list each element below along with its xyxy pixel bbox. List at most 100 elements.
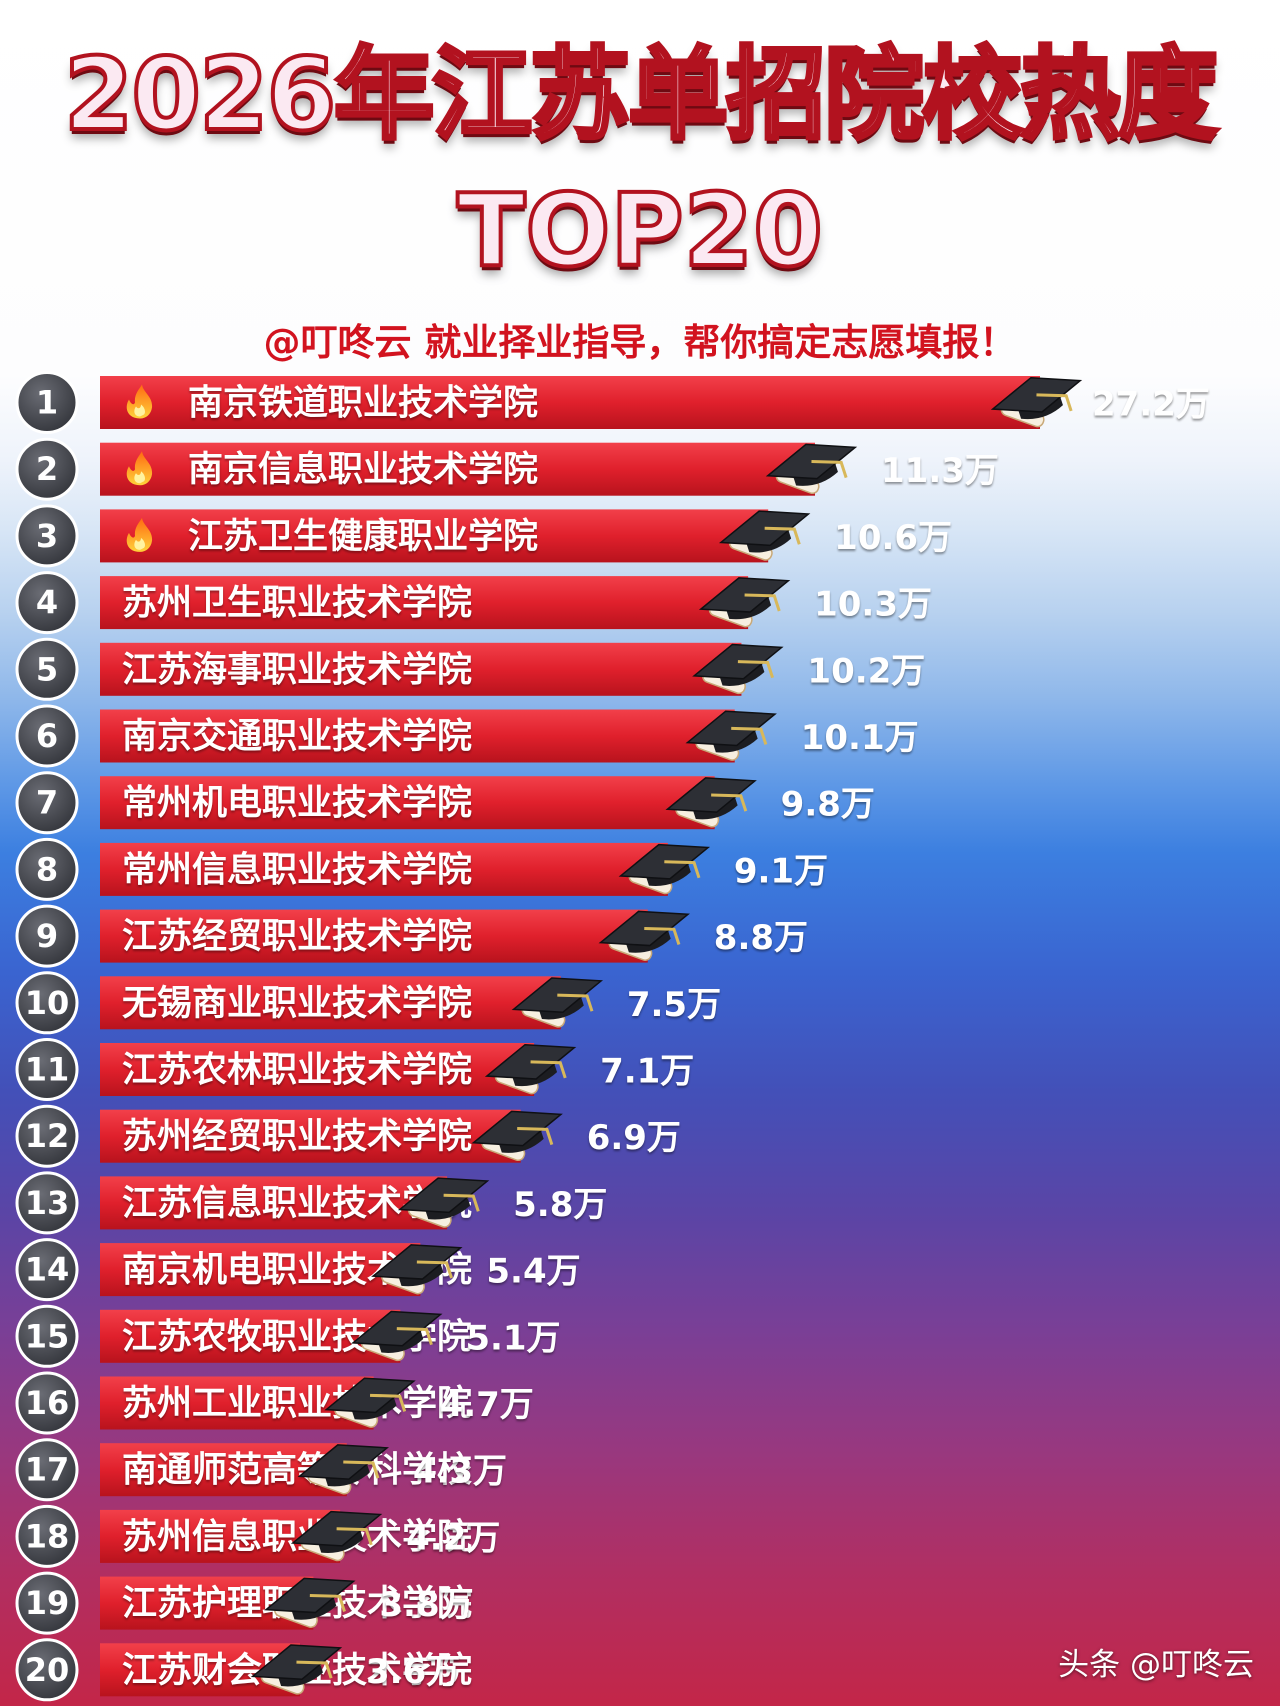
graduation-cap-icon <box>718 510 811 561</box>
graduation-cap-icon <box>698 577 791 628</box>
value-label: 4.2万 <box>406 1518 500 1558</box>
value-label: 6.9万 <box>587 1118 681 1158</box>
rank-number: 2 <box>36 450 58 488</box>
rank-badge: 16 <box>15 1371 79 1435</box>
value-label: 4.7万 <box>440 1385 534 1425</box>
rank-badge: 1 <box>15 371 79 434</box>
tagline: @叮咚云 就业择业指导，帮你搞定志愿填报！ <box>263 321 1017 364</box>
bar <box>100 1043 535 1096</box>
bar-label: 江苏海事职业技术学院 <box>122 649 472 690</box>
graduation-cap-icon <box>618 843 711 895</box>
chart-title: 2026年江苏单招院校热度 <box>62 36 1220 153</box>
rank-number: 9 <box>36 917 58 955</box>
bar-label: 苏州经贸职业技术学院 <box>122 1116 472 1157</box>
rank-badge: 18 <box>15 1504 79 1568</box>
bar <box>100 909 648 963</box>
rank-number: 16 <box>25 1384 70 1422</box>
chart-subtitle: TOP20 <box>455 172 825 289</box>
bar-label: 苏州卫生职业技术学院 <box>122 583 472 624</box>
rank-number: 18 <box>25 1517 70 1555</box>
graduation-cap-icon <box>692 643 784 695</box>
bar-label: 无锡商业职业技术学院 <box>122 983 472 1024</box>
bar <box>100 376 1040 429</box>
value-label: 10.2万 <box>807 651 925 691</box>
graduation-cap-icon <box>324 1377 416 1428</box>
graduation-cap-icon <box>598 910 690 961</box>
rank-number: 12 <box>25 1117 70 1155</box>
rank-number: 15 <box>25 1317 70 1355</box>
value-label: 8.8万 <box>714 918 808 958</box>
rank-badge: 9 <box>15 904 79 968</box>
value-label: 9.8万 <box>781 785 875 825</box>
bar <box>100 776 715 830</box>
value-label: 7.1万 <box>600 1052 694 1092</box>
rank-number: 11 <box>25 1051 70 1089</box>
rank-number: 19 <box>25 1584 70 1622</box>
rank-badge: 7 <box>15 771 79 835</box>
graduation-cap-icon <box>297 1444 389 1495</box>
rank-badge: 6 <box>15 704 79 768</box>
rank-badge: 11 <box>15 1038 79 1101</box>
rank-badge: 4 <box>15 571 79 635</box>
bar-label: 南京铁道职业技术学院 <box>188 383 538 424</box>
graduation-cap-icon <box>250 1644 343 1695</box>
bar <box>100 709 735 763</box>
value-label: 10.1万 <box>801 718 919 758</box>
rank-number: 1 <box>36 384 58 422</box>
rank-badge: 10 <box>15 971 79 1035</box>
rank-number: 6 <box>36 717 58 755</box>
value-label: 10.3万 <box>814 585 932 625</box>
rank-number: 8 <box>36 850 58 888</box>
rank-badge: 8 <box>15 837 79 901</box>
value-label: 3.6万 <box>366 1652 460 1692</box>
rank-number: 20 <box>25 1651 70 1689</box>
value-label: 5.4万 <box>486 1252 580 1292</box>
bar-label: 南京信息职业技术学院 <box>188 449 538 490</box>
rank-badge: 5 <box>15 637 79 701</box>
rank-badge: 15 <box>15 1304 79 1368</box>
rank-badge: 17 <box>15 1438 79 1502</box>
fire-icon <box>126 384 153 419</box>
bar <box>100 842 668 896</box>
bar <box>100 509 769 563</box>
graduation-cap-icon <box>471 1110 563 1162</box>
bar <box>100 1109 521 1163</box>
bar-label: 南京交通职业技术学院 <box>122 716 472 757</box>
rank-badge: 3 <box>15 504 79 568</box>
bar-label: 苏州工业职业技术学院 <box>122 1383 472 1424</box>
bar-label: 江苏农林职业技术学院 <box>122 1050 472 1091</box>
graduation-cap-icon <box>397 1177 490 1228</box>
bar-label: 南通师范高等专科学校 <box>122 1450 472 1491</box>
bar <box>100 1443 347 1497</box>
graduation-cap-icon <box>351 1310 443 1362</box>
bar <box>100 1376 374 1430</box>
bar <box>100 642 742 696</box>
value-label: 4.3万 <box>413 1452 507 1492</box>
bar <box>100 976 561 1030</box>
rank-number: 4 <box>36 584 58 622</box>
bar-label: 江苏经贸职业技术学院 <box>122 916 472 957</box>
rank-number: 14 <box>25 1251 70 1289</box>
rank-badge: 13 <box>15 1171 79 1235</box>
bar-label: 江苏卫生健康职业学院 <box>188 516 538 557</box>
bar <box>100 1243 421 1297</box>
graduation-cap-icon <box>685 710 777 761</box>
graduation-cap-icon <box>264 1577 356 1628</box>
graduation-cap-icon <box>665 777 757 828</box>
fire-icon <box>126 517 153 552</box>
graduation-cap-icon <box>371 1244 463 1295</box>
bar <box>100 1176 448 1230</box>
bar <box>100 576 749 630</box>
rank-badge: 14 <box>15 1238 79 1302</box>
rank-number: 17 <box>25 1451 70 1489</box>
value-label: 9.1万 <box>734 851 828 891</box>
rank-badge: 20 <box>15 1638 79 1702</box>
rank-badge: 12 <box>15 1104 79 1168</box>
rank-badge: 19 <box>15 1571 79 1635</box>
graduation-cap-icon <box>990 376 1083 428</box>
watermark: 头条 @叮咚云 <box>1058 1647 1254 1683</box>
rank-number: 13 <box>25 1184 70 1222</box>
rank-number: 3 <box>36 517 58 555</box>
bar <box>100 442 815 496</box>
